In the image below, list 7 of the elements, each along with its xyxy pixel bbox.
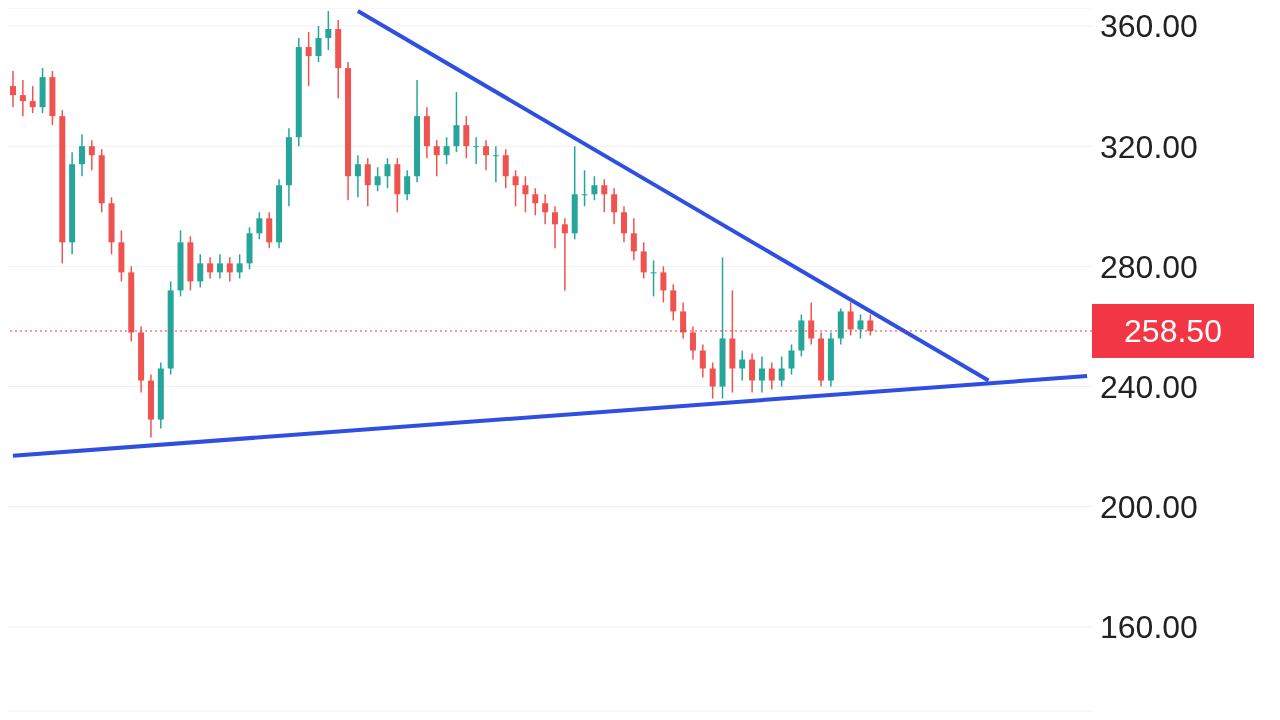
y-tick-label: 160.00 [1100,609,1198,646]
y-tick-label: 200.00 [1100,489,1198,526]
y-tick-label: 360.00 [1100,8,1198,45]
y-tick-label: 320.00 [1100,128,1198,165]
ref-line-label: 258.50 [1124,312,1222,349]
y-tick-label: 240.00 [1100,368,1198,405]
y-tick-label: 280.00 [1100,248,1198,285]
